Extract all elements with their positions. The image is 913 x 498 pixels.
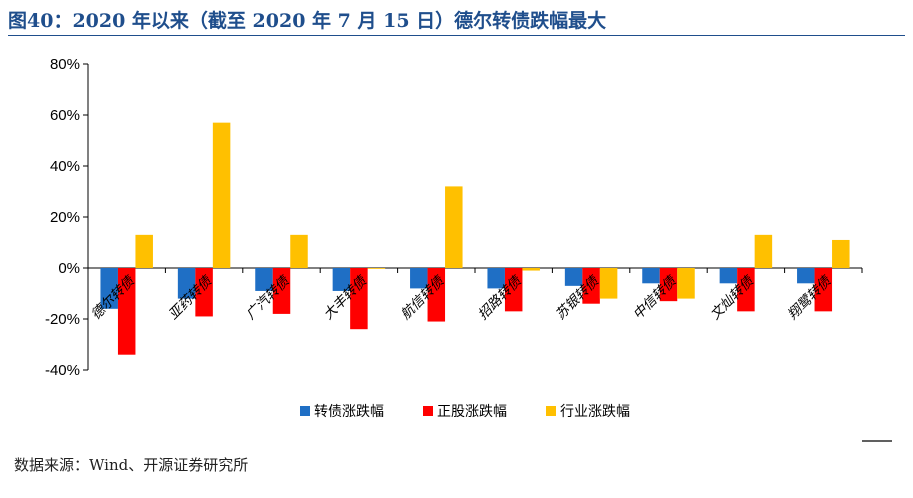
y-tick-label: 40% <box>50 158 80 175</box>
bar <box>582 268 600 304</box>
chart-legend: 转债涨跌幅 正股涨跌幅 行业涨跌幅 <box>300 404 630 420</box>
bar <box>642 268 660 284</box>
bar <box>290 234 308 268</box>
y-tick-label: 80% <box>50 56 80 73</box>
y-tick-label: -20% <box>45 311 80 328</box>
bar <box>599 268 618 299</box>
bar <box>564 268 583 286</box>
bar <box>719 268 738 284</box>
y-tick-label: -40% <box>45 362 80 379</box>
chart-title: 图40：2020 年以来（截至 2020 年 7 月 15 日）德尔转债跌幅最大 <box>8 6 905 36</box>
bar <box>367 268 386 269</box>
bar <box>677 268 695 299</box>
bar <box>797 268 815 284</box>
bar <box>100 268 118 309</box>
bar <box>255 268 273 291</box>
legend-label: 正股涨跌幅 <box>437 404 507 420</box>
bar-chart: -40%-20%0%20%40%60%80% 德尔转债 亚药转债 广汽转债 大丰转债航… <box>45 56 892 442</box>
y-tick-label: 60% <box>50 107 80 124</box>
bar <box>487 268 505 289</box>
bar <box>832 239 850 268</box>
bar <box>135 234 153 268</box>
chart-bars <box>100 122 850 355</box>
bar <box>350 268 368 330</box>
legend-label: 行业涨跌幅 <box>560 404 630 420</box>
y-tick-label: 20% <box>50 209 80 226</box>
legend-label: 转债涨跌幅 <box>314 404 384 420</box>
bar <box>754 234 773 268</box>
source-note: 数据来源：Wind、开源证券研究所 <box>14 456 249 474</box>
bar <box>212 122 231 269</box>
bar <box>445 186 463 268</box>
bar <box>737 268 755 312</box>
bar <box>332 268 351 291</box>
bar <box>504 268 523 312</box>
legend-swatch <box>546 406 556 416</box>
y-tick-label: 0% <box>58 260 80 277</box>
legend-swatch <box>423 406 433 416</box>
legend-swatch <box>300 406 310 416</box>
bar <box>117 268 136 355</box>
bar <box>659 268 678 302</box>
bar <box>272 268 291 314</box>
bar <box>522 268 540 271</box>
bar <box>427 268 446 322</box>
bar <box>814 268 833 312</box>
bar <box>177 268 196 299</box>
bar <box>195 268 213 317</box>
bar <box>410 268 428 289</box>
